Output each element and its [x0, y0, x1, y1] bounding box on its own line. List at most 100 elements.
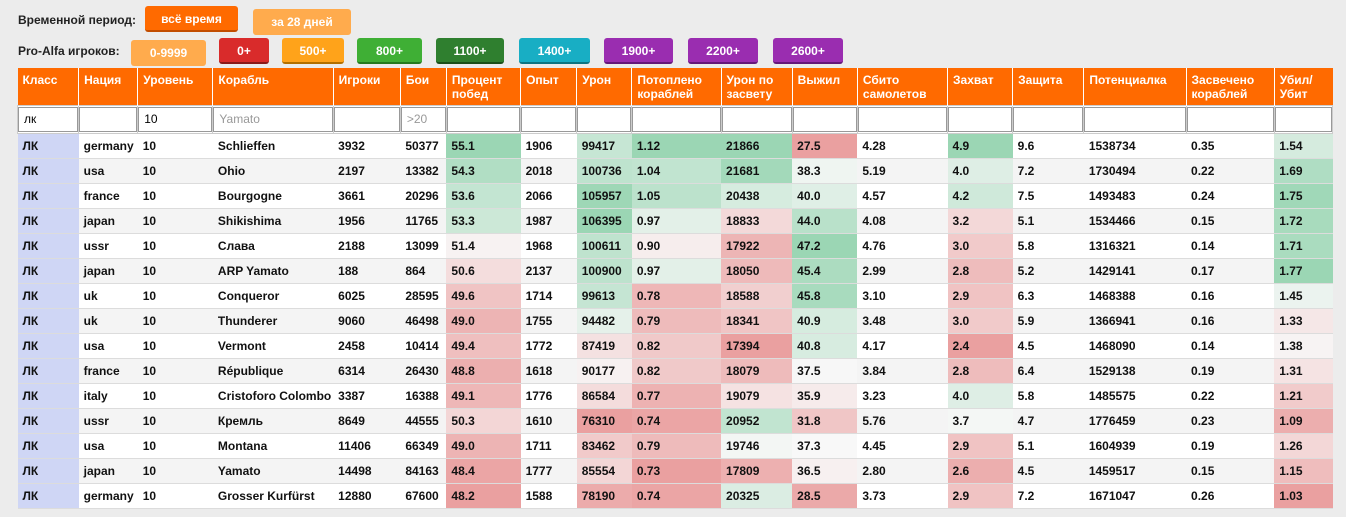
filter-planes-shot-input[interactable]: [857, 106, 948, 132]
period-all-time-button[interactable]: всё время: [145, 6, 238, 32]
table-row[interactable]: ЛК uk 10 Conqueror 6025 28595 49.6 1714 99613 0.7…: [17, 283, 1333, 309]
header-tier[interactable]: Уровень: [137, 68, 213, 105]
filter-survived-input[interactable]: [792, 106, 857, 132]
cell-kill-death: 1.54: [1274, 133, 1333, 159]
filter-row: [16, 104, 1334, 134]
cell-tier: 10: [137, 458, 213, 484]
cell-class: ЛК: [17, 258, 79, 284]
filter-damage-input[interactable]: [577, 106, 632, 132]
header-ships-spotted[interactable]: Засвечено кораблей: [1185, 68, 1275, 105]
cell-spotting-damage: 20952: [721, 408, 793, 434]
cell-potential-damage: 1776459: [1083, 408, 1187, 434]
players-0-9999-button[interactable]: 0-9999: [131, 40, 206, 66]
table-row[interactable]: ЛК usa 10 Vermont 2458 10414 49.4 1772 87419 0.82…: [17, 333, 1333, 359]
filter-ships-sunk-input[interactable]: [632, 106, 721, 132]
header-nation[interactable]: Нация: [78, 68, 138, 105]
filter-nation-input[interactable]: [79, 106, 138, 132]
filters-panel: Временной период: всё время за 28 дней P…: [0, 0, 1346, 68]
header-kill-death[interactable]: Убил/ Убит: [1273, 68, 1333, 105]
table-row[interactable]: ЛК japan 10 Yamato 14498 84163 48.4 1777 85554 0.…: [17, 458, 1333, 484]
cell-ship: Bourgogne: [212, 183, 334, 209]
cell-ships-spotted: 0.23: [1186, 408, 1275, 434]
cell-ship: Слава: [212, 233, 334, 259]
header-experience[interactable]: Опыт: [520, 68, 577, 105]
cell-planes-shot: 4.57: [857, 183, 948, 209]
header-capture[interactable]: Захват: [947, 68, 1013, 105]
table-row[interactable]: ЛК usa 10 Montana 11406 66349 49.0 1711 83462 0.7…: [17, 433, 1333, 459]
filter-players-input[interactable]: [333, 106, 400, 132]
filter-ship-input[interactable]: [213, 106, 333, 132]
players-0-plus-button[interactable]: 0+: [219, 38, 269, 64]
cell-defense: 6.3: [1012, 283, 1084, 309]
cell-damage: 99613: [576, 283, 632, 309]
cell-ships-sunk: 1.12: [631, 133, 722, 159]
cell-spotting-damage: 17809: [721, 458, 793, 484]
cell-capture: 4.0: [947, 158, 1013, 184]
table-row[interactable]: ЛК italy 10 Cristoforo Colombo 3387 16388 49.1…: [17, 383, 1333, 409]
filter-kill-death-input[interactable]: [1274, 106, 1332, 132]
header-damage[interactable]: Урон: [576, 68, 632, 105]
header-ships-sunk[interactable]: Потоплено кораблей: [631, 68, 722, 105]
cell-tier: 10: [137, 433, 213, 459]
table-row[interactable]: ЛК ussr 10 Кремль 8649 44555 50.3 1610 76310 0.74…: [17, 408, 1333, 434]
filter-potential-damage-input[interactable]: [1084, 106, 1186, 132]
filter-ships-spotted-input[interactable]: [1186, 106, 1274, 132]
header-battles[interactable]: Бои: [399, 68, 447, 105]
table-row[interactable]: ЛК germany 10 Schlieffen 3932 50377 55.1 1906 99…: [17, 133, 1333, 159]
cell-ship: Grosser Kurfürst: [212, 483, 334, 509]
cell-planes-shot: 4.76: [857, 233, 948, 259]
table-row[interactable]: ЛК ussr 10 Слава 2188 13099 51.4 1968 100611 0.90…: [17, 233, 1333, 259]
cell-win-rate: 53.6: [446, 183, 521, 209]
filter-experience-input[interactable]: [521, 106, 577, 132]
header-players[interactable]: Игроки: [332, 68, 401, 105]
filter-battles-input[interactable]: [400, 106, 446, 132]
players-2600-plus-button[interactable]: 2600+: [773, 38, 843, 64]
cell-ships-spotted: 0.17: [1186, 258, 1275, 284]
cell-ships-spotted: 0.19: [1186, 433, 1275, 459]
cell-tier: 10: [137, 208, 213, 234]
header-potential-damage[interactable]: Потенциалка: [1083, 68, 1187, 105]
cell-damage: 105957: [576, 183, 632, 209]
cell-class: ЛК: [17, 333, 79, 359]
table-row[interactable]: ЛК uk 10 Thunderer 9060 46498 49.0 1755 94482 0.7…: [17, 308, 1333, 334]
ship-stats-table: Класс Нация Уровень Корабль Игроки Бои Процент…: [16, 68, 1334, 509]
cell-kill-death: 1.77: [1274, 258, 1333, 284]
cell-players: 9060: [333, 308, 401, 334]
table-row[interactable]: ЛК japan 10 ARP Yamato 188 864 50.6 2137 100900 0…: [17, 258, 1333, 284]
table-row[interactable]: ЛК germany 10 Grosser Kurfürst 12880 67600 48.…: [17, 483, 1333, 509]
filter-capture-input[interactable]: [948, 106, 1013, 132]
players-1900-plus-button[interactable]: 1900+: [604, 38, 673, 64]
header-ship[interactable]: Корабль: [212, 68, 334, 105]
filter-class-input[interactable]: [18, 106, 79, 132]
filter-spotting-damage-input[interactable]: [721, 106, 792, 132]
filter-defense-input[interactable]: [1013, 106, 1084, 132]
header-class[interactable]: Класс: [17, 68, 79, 105]
cell-class: ЛК: [17, 308, 79, 334]
players-500-plus-button[interactable]: 500+: [282, 38, 344, 64]
period-28-days-button[interactable]: за 28 дней: [253, 9, 351, 35]
cell-class: ЛК: [17, 358, 79, 384]
cell-ships-sunk: 0.79: [631, 433, 722, 459]
table-row[interactable]: ЛК france 10 République 6314 26430 48.8 1618 901…: [17, 358, 1333, 384]
players-2200-plus-button[interactable]: 2200+: [688, 38, 758, 64]
header-survived[interactable]: Выжил: [791, 68, 858, 105]
cell-class: ЛК: [17, 158, 79, 184]
players-1400-plus-button[interactable]: 1400+: [519, 38, 590, 64]
filter-tier-input[interactable]: [138, 106, 213, 132]
cell-tier: 10: [137, 283, 213, 309]
filter-cell: [1083, 104, 1187, 134]
header-defense[interactable]: Защита: [1012, 68, 1084, 105]
cell-ship: Ohio: [212, 158, 334, 184]
header-win-rate[interactable]: Процент побед: [445, 68, 521, 105]
header-spotting-damage[interactable]: Урон по засвету: [720, 68, 793, 105]
table-row[interactable]: ЛК japan 10 Shikishima 1956 11765 53.3 1987 1063…: [17, 208, 1333, 234]
cell-spotting-damage: 20438: [721, 183, 793, 209]
header-planes-shot[interactable]: Сбито самолетов: [856, 68, 948, 105]
filter-win-rate-input[interactable]: [446, 106, 521, 132]
players-800-plus-button[interactable]: 800+: [357, 38, 422, 64]
cell-class: ЛК: [17, 208, 79, 234]
table-row[interactable]: ЛК france 10 Bourgogne 3661 20296 53.6 2066 1059…: [17, 183, 1333, 209]
table-row[interactable]: ЛК usa 10 Ohio 2197 13382 54.3 2018 100736 1.04 21…: [17, 158, 1333, 184]
cell-capture: 3.2: [947, 208, 1013, 234]
players-1100-plus-button[interactable]: 1100+: [436, 38, 504, 64]
